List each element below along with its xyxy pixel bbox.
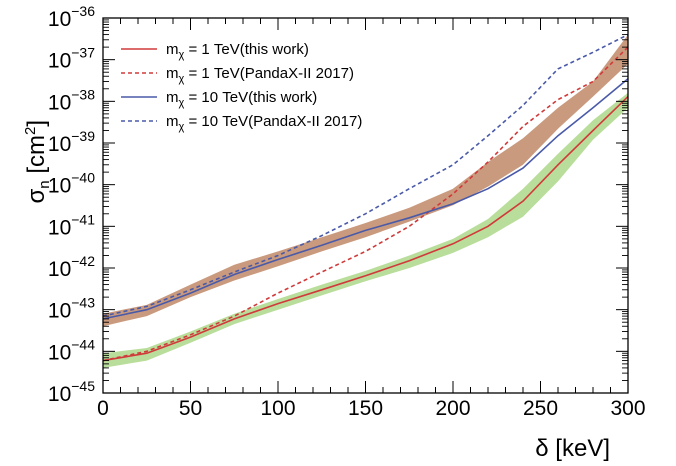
- series-line-3: [102, 78, 629, 320]
- y-tick-label: 10−38: [48, 86, 95, 114]
- tick-labels-layer: 0 50 100 150 200 250 300 10−45 10−44 10−43 10−42 10…: [48, 3, 646, 420]
- x-tick-label: 200: [435, 397, 470, 420]
- x-axis-title: δ [keV]: [535, 435, 610, 462]
- x-tick-label: 100: [260, 397, 295, 420]
- x-tick-label: 150: [348, 397, 383, 420]
- legend-label-4: mχ = 10 TeV(PandaX-II 2017): [166, 113, 362, 133]
- ticks-layer: [102, 17, 629, 394]
- series-line-1: [102, 96, 629, 362]
- y-tick-label: 10−43: [48, 295, 95, 323]
- y-tick-label: 10−45: [48, 378, 95, 406]
- y-tick-label: 10−37: [48, 45, 95, 73]
- y-tick-label: 10−40: [48, 170, 95, 198]
- legend-label-1: mχ = 1 TeV(this work): [166, 41, 309, 61]
- y-tick-label: 10−36: [48, 3, 95, 31]
- y-tick-label: 10−41: [48, 211, 95, 239]
- legend-label-2: mχ = 1 TeV(PandaX-II 2017): [166, 65, 354, 85]
- x-tick-label: 50: [179, 397, 202, 420]
- x-tick-label: 300: [610, 397, 645, 420]
- series-line-2: [102, 46, 629, 362]
- series-layer: [102, 33, 629, 362]
- y-tick-label: 10−39: [48, 128, 95, 156]
- y-tick-label: 10−42: [48, 253, 95, 281]
- legend-label-3: mχ = 10 TeV(this work): [166, 89, 317, 109]
- x-tick-label: 0: [97, 397, 109, 420]
- legend: mχ = 1 TeV(this work) mχ = 1 TeV(PandaX-I…: [121, 41, 362, 133]
- series-line-4: [102, 33, 629, 317]
- y-axis-title: σn [cm2]: [22, 120, 53, 204]
- x-tick-label: 250: [523, 397, 558, 420]
- y-tick-label: 10−44: [48, 336, 95, 364]
